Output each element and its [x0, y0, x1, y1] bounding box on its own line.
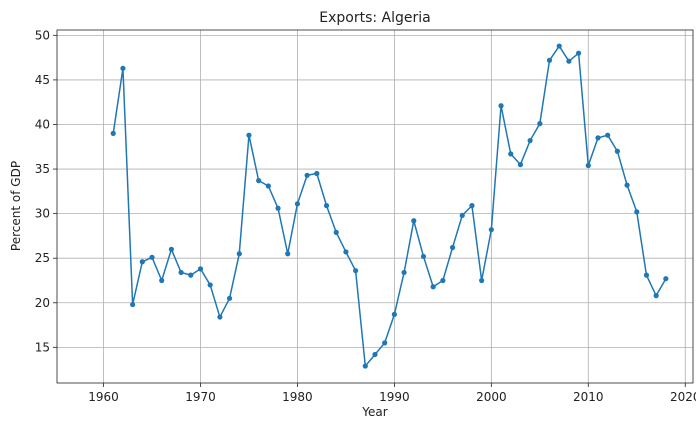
data-point — [372, 351, 378, 358]
data-point — [449, 244, 456, 251]
data-point — [178, 269, 184, 276]
y-tick-label: 45 — [35, 73, 50, 87]
data-point — [362, 363, 368, 369]
x-tick-label: 2020 — [670, 390, 696, 404]
data-point — [479, 277, 485, 284]
y-tick-label: 30 — [35, 207, 50, 221]
data-point — [605, 132, 611, 138]
data-point — [226, 295, 233, 301]
x-tick-label: 1990 — [379, 390, 410, 404]
data-point — [614, 148, 620, 154]
data-point — [333, 229, 339, 235]
data-point — [430, 284, 436, 290]
x-tick-label: 1980 — [282, 390, 313, 404]
y-tick-label: 25 — [35, 251, 50, 265]
data-point — [159, 277, 165, 284]
data-point — [323, 203, 330, 209]
data-point — [566, 58, 572, 64]
data-point — [527, 137, 533, 144]
data-point — [556, 43, 562, 49]
data-point — [168, 246, 174, 252]
data-point — [382, 340, 388, 346]
x-axis-label: Year — [361, 405, 387, 419]
x-tick-label: 2010 — [573, 390, 604, 404]
y-axis: 15 20 25 30 35 40 45 50 — [35, 28, 57, 354]
y-tick-label: 20 — [35, 296, 50, 310]
data-point — [265, 183, 271, 189]
data-point — [246, 132, 252, 138]
data-point — [643, 272, 650, 278]
y-tick-label: 40 — [35, 117, 50, 131]
x-axis: 1960 1970 1980 1990 2000 2010 2020 — [88, 383, 696, 404]
data-point — [624, 182, 630, 188]
data-point — [576, 50, 582, 56]
y-tick-label: 15 — [35, 340, 50, 354]
data-point — [197, 266, 204, 272]
series-exports — [110, 43, 669, 369]
data-point — [663, 276, 669, 282]
y-tick-label: 35 — [35, 162, 50, 176]
data-point — [275, 205, 281, 211]
data-point — [440, 277, 446, 284]
data-point — [314, 170, 320, 177]
series-line — [112, 45, 667, 367]
data-point — [459, 212, 465, 219]
data-point — [537, 121, 543, 127]
grid — [57, 30, 693, 383]
data-point — [294, 201, 301, 207]
data-point — [343, 249, 349, 255]
data-point — [188, 272, 194, 278]
data-point — [304, 172, 310, 178]
data-point — [401, 269, 407, 276]
data-point — [285, 251, 291, 257]
chart-title: Exports: Algeria — [319, 10, 430, 26]
data-point — [634, 209, 640, 215]
data-point — [207, 282, 213, 288]
data-point — [217, 314, 223, 320]
data-point — [488, 227, 494, 233]
y-tick-label: 50 — [35, 28, 50, 42]
data-point — [546, 57, 553, 63]
data-point — [353, 268, 359, 274]
data-point — [595, 135, 601, 141]
x-tick-label: 1960 — [88, 390, 119, 404]
y-axis-label: Percent of GDP — [9, 161, 23, 251]
plot-frame — [56, 29, 694, 384]
data-point — [420, 253, 427, 260]
data-point — [130, 301, 136, 308]
data-point — [120, 65, 126, 71]
data-point — [236, 251, 242, 257]
data-point — [149, 254, 155, 260]
data-point — [110, 130, 116, 136]
data-point — [256, 178, 262, 184]
data-point — [498, 103, 504, 109]
x-tick-label: 2000 — [476, 390, 507, 404]
data-point — [469, 203, 475, 209]
data-point — [139, 259, 145, 265]
data-point — [391, 311, 397, 317]
data-point — [653, 293, 659, 299]
data-point — [411, 218, 417, 224]
data-point — [585, 162, 591, 169]
data-point — [517, 162, 524, 168]
data-point — [508, 151, 514, 157]
x-tick-label: 1970 — [185, 390, 216, 404]
